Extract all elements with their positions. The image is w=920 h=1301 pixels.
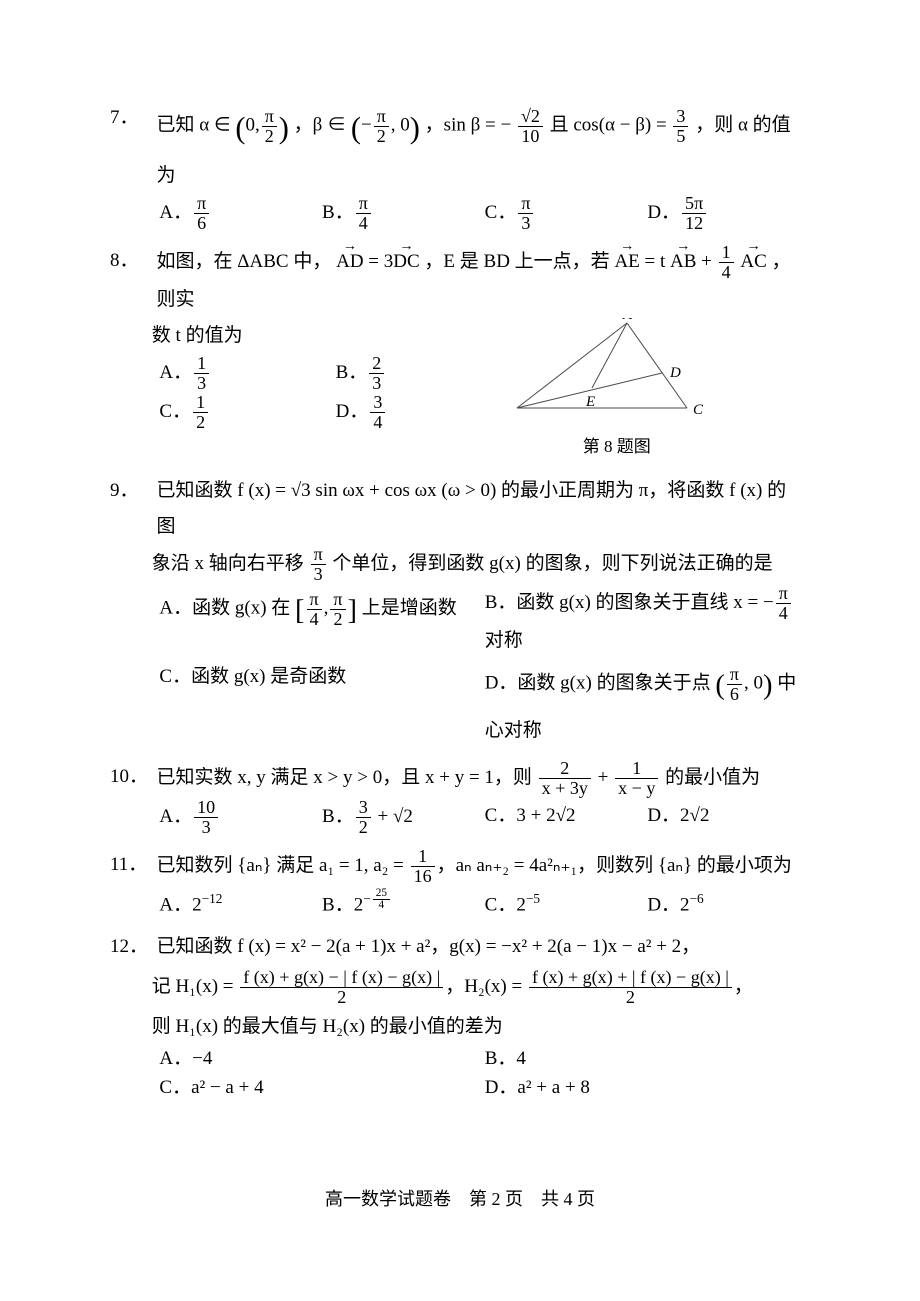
q12-options: A．−4 B．4 C．a² − a + 4 D．a² + a + 8 — [159, 1045, 810, 1102]
q9-opt-c: C．函数 g(x) 是奇函数 — [159, 659, 484, 749]
q9-opt-b: B．函数 g(x) 的图象关于直线 x = −π4 对称 — [485, 584, 810, 659]
svg-text:E: E — [585, 394, 595, 410]
q9-stem-2: 象沿 x 轴向右平移 π3 个单位，得到函数 g(x) 的图象，则下列说法正确的… — [152, 545, 810, 584]
q8-figure: ABCDE 第 8 题图 — [512, 318, 722, 463]
exam-page: 7． 已知 α ∈ (0,π2) ，β ∈ (−π2, 0) ，sin β = … — [0, 0, 920, 1102]
q8-options: A．13 B．23 C．12 D．34 — [159, 354, 511, 432]
q8-opt-c: C．12 — [159, 393, 335, 432]
triangle-diagram: ABCDE — [512, 318, 712, 418]
q8-opt-b: B．23 — [336, 354, 512, 393]
q11-opt-d: D．2−6 — [647, 886, 810, 923]
q7-num: 7． — [110, 100, 152, 136]
q8-opt-a: A．13 — [159, 354, 335, 393]
q9-stem-1: 已知函数 f (x) = √3 sin ωx + cos ωx (ω > 0) … — [157, 473, 797, 545]
question-11: 11． 已知数列 {aₙ} 满足 a₁ = 1, a₂ = 116，aₙ aₙ₊… — [110, 847, 810, 923]
q9-opt-a: A．函数 g(x) 在 [π4,π2] 上是增函数 — [159, 584, 484, 659]
q9-options: A．函数 g(x) 在 [π4,π2] 上是增函数 B．函数 g(x) 的图象关… — [159, 584, 810, 749]
q10-opt-a: A．103 — [159, 798, 322, 837]
q7-opt-a: A．π6 — [159, 194, 322, 233]
q12-opt-a: A．−4 — [159, 1045, 484, 1074]
q8-stem: 如图，在 ΔABC 中， AD = 3DC ，E 是 BD 上一点，若 AE =… — [157, 243, 797, 318]
question-10: 10． 已知实数 x, y 满足 x > y > 0，且 x + y = 1，则… — [110, 759, 810, 837]
q8-body-row: 数 t 的值为 A．13 B．23 C．12 D．34 ABCDE 第 8 题图 — [152, 318, 810, 463]
q11-options: A．2−12 B．2−254 C．2−5 D．2−6 — [159, 886, 810, 923]
question-12: 12． 已知函数 f (x) = x² − 2(a + 1)x + a²，g(x… — [110, 933, 810, 1102]
q11-opt-b: B．2−254 — [322, 886, 485, 923]
question-8: 8． 如图，在 ΔABC 中， AD = 3DC ，E 是 BD 上一点，若 A… — [110, 243, 810, 463]
q11-opt-c: C．2−5 — [485, 886, 648, 923]
q12-num: 12． — [110, 933, 152, 962]
q12-stem-1: 已知函数 f (x) = x² − 2(a + 1)x + a²，g(x) = … — [157, 933, 797, 962]
q8-num: 8． — [110, 243, 152, 279]
question-7: 7． 已知 α ∈ (0,π2) ，β ∈ (−π2, 0) ，sin β = … — [110, 100, 810, 233]
q11-stem: 已知数列 {aₙ} 满足 a₁ = 1, a₂ = 116，aₙ aₙ₊₂ = … — [157, 847, 797, 886]
q12-opt-c: C．a² − a + 4 — [159, 1074, 484, 1103]
q10-num: 10． — [110, 759, 152, 795]
q10-opt-d: D．2√2 — [647, 798, 810, 837]
q9-num: 9． — [110, 473, 152, 509]
q7-opt-c: C．π3 — [485, 194, 648, 233]
q8-fig-caption: 第 8 题图 — [512, 431, 722, 463]
q10-options: A．103 B．32 + √2 C．3 + 2√2 D．2√2 — [159, 798, 810, 837]
q7-stem: 已知 α ∈ (0,π2) ，β ∈ (−π2, 0) ，sin β = − √… — [157, 100, 797, 194]
question-9: 9． 已知函数 f (x) = √3 sin ωx + cos ωx (ω > … — [110, 473, 810, 749]
q12-stem-3: 则 H₁(x) 的最大值与 H₂(x) 的最小值的差为 — [152, 1013, 810, 1042]
q8-stem-2: 数 t 的值为 — [152, 318, 512, 354]
q11-opt-a: A．2−12 — [159, 886, 322, 923]
q10-stem: 已知实数 x, y 满足 x > y > 0，且 x + y = 1，则 2x … — [157, 759, 797, 798]
q12-stem-2: 记 H₁(x) = f (x) + g(x) − | f (x) − g(x) … — [152, 968, 810, 1007]
q11-num: 11． — [110, 847, 152, 883]
svg-text:D: D — [669, 365, 681, 381]
q10-opt-c: C．3 + 2√2 — [485, 798, 648, 837]
q12-opt-b: B．4 — [485, 1045, 810, 1074]
q12-opt-d: D．a² + a + 8 — [485, 1074, 810, 1103]
svg-text:C: C — [693, 402, 704, 418]
q9-opt-d: D．函数 g(x) 的图象关于点 (π6, 0) 中心对称 — [485, 659, 810, 749]
q7-options: A．π6 B．π4 C．π3 D．5π12 — [159, 194, 810, 233]
q7-opt-b: B．π4 — [322, 194, 485, 233]
page-footer: 高一数学试题卷 第 2 页 共 4 页 — [0, 1185, 920, 1211]
q10-opt-b: B．32 + √2 — [322, 798, 485, 837]
svg-text:A: A — [622, 318, 633, 323]
q8-opt-d: D．34 — [336, 393, 512, 432]
q7-opt-d: D．5π12 — [647, 194, 810, 233]
